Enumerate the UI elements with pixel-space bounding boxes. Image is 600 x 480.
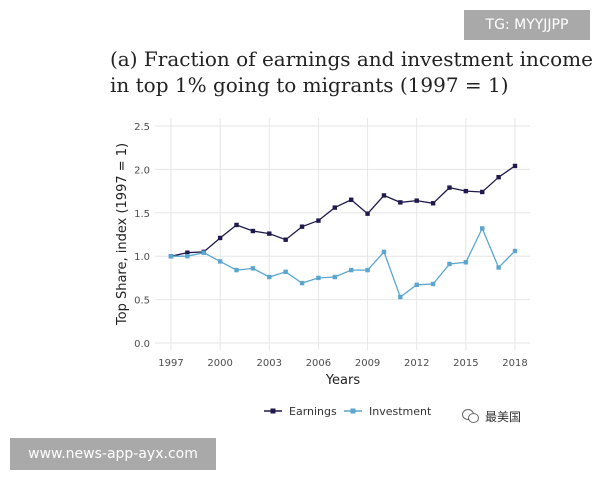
- legend-label-investment: Investment: [369, 405, 432, 418]
- investment-point: [185, 254, 190, 259]
- legend-label-earnings: Earnings: [289, 405, 337, 418]
- investment-point: [430, 281, 436, 287]
- y-tick-label: 2.0: [134, 165, 150, 176]
- investment-point: [234, 267, 239, 273]
- investment-point: [463, 260, 469, 265]
- y-tick-label: 2.5: [134, 122, 150, 133]
- investment-point: [217, 259, 223, 264]
- x-tick-label: 2009: [355, 358, 380, 369]
- earnings-point: [398, 200, 403, 205]
- wechat-account-label: 最美国: [485, 409, 522, 424]
- investment-point: [512, 248, 518, 254]
- x-tick-label: 2012: [404, 358, 429, 369]
- y-axis-label: Top Share, index (1997 = 1): [115, 143, 130, 326]
- x-tick-label: 1997: [158, 358, 183, 369]
- investment-point: [267, 274, 272, 280]
- earnings-point: [348, 197, 354, 202]
- earnings-point: [267, 231, 272, 236]
- investment-point: [447, 261, 452, 267]
- investment-point: [299, 280, 305, 286]
- earnings-point: [365, 211, 370, 216]
- investment-point: [365, 267, 370, 273]
- earnings-point: [480, 189, 485, 195]
- x-tick-label: 2018: [502, 358, 527, 369]
- y-tick-label: 1.0: [134, 252, 150, 263]
- earnings-point: [217, 235, 223, 241]
- investment-series-line: [171, 226, 516, 299]
- chart-title: (a) Fraction of earnings and investment …: [110, 46, 593, 98]
- earnings-point: [299, 224, 305, 229]
- investment-point: [332, 274, 338, 280]
- earnings-point: [512, 163, 518, 169]
- series-layer: [168, 163, 518, 300]
- investment-point: [250, 266, 256, 271]
- x-tick-label: 2015: [453, 358, 478, 369]
- chart-title-line-2: in top 1% going to migrants (1997 = 1): [110, 73, 509, 97]
- legend: Earnings Investment: [264, 405, 432, 418]
- earnings-point: [463, 188, 469, 194]
- grid-layer: [155, 118, 530, 350]
- earnings-point: [283, 237, 288, 242]
- investment-point: [381, 249, 387, 255]
- investment-point: [496, 265, 501, 270]
- investment-point: [414, 282, 419, 288]
- x-tick-label: 2000: [207, 358, 232, 369]
- x-tick-label: 2006: [306, 358, 331, 369]
- x-tick-label: 2003: [257, 358, 282, 369]
- earnings-point: [496, 175, 501, 180]
- wechat-icon: [462, 409, 480, 423]
- earnings-point: [332, 205, 338, 210]
- earnings-point: [414, 198, 419, 203]
- legend-item-investment: Investment: [344, 405, 432, 418]
- investment-point: [283, 269, 288, 275]
- earnings-point: [381, 193, 387, 198]
- chart-title-line-1: (a) Fraction of earnings and investment …: [110, 47, 593, 71]
- y-tick-label: 0.5: [134, 296, 150, 307]
- earnings-series-line: [170, 165, 516, 257]
- investment-point: [201, 250, 206, 255]
- wechat-watermark: 最美国: [462, 406, 521, 426]
- site-url-badge: www.news-app-ayx.com: [10, 438, 216, 470]
- legend-item-earnings: Earnings: [264, 405, 337, 418]
- earnings-point: [430, 201, 436, 206]
- investment-point: [398, 294, 403, 300]
- tg-watermark-badge: TG: MYYJJPP: [464, 10, 590, 40]
- y-tick-labels: 0.0 0.5 1.0 1.5 2.0 2.5: [134, 122, 150, 350]
- y-tick-label: 0.0: [134, 339, 150, 350]
- earnings-point: [185, 250, 190, 255]
- x-axis-label: Years: [325, 373, 361, 388]
- earnings-point: [316, 218, 321, 223]
- investment-point: [480, 226, 485, 231]
- investment-point: [348, 267, 354, 273]
- investment-point: [168, 254, 174, 259]
- investment-point: [316, 275, 321, 281]
- y-tick-label: 1.5: [134, 209, 150, 220]
- x-tick-labels: 1997 2000 2003 2006 2009 2012 2015 2018: [158, 358, 527, 369]
- earnings-point: [447, 185, 452, 190]
- earnings-point: [234, 222, 239, 228]
- earnings-point: [250, 228, 256, 234]
